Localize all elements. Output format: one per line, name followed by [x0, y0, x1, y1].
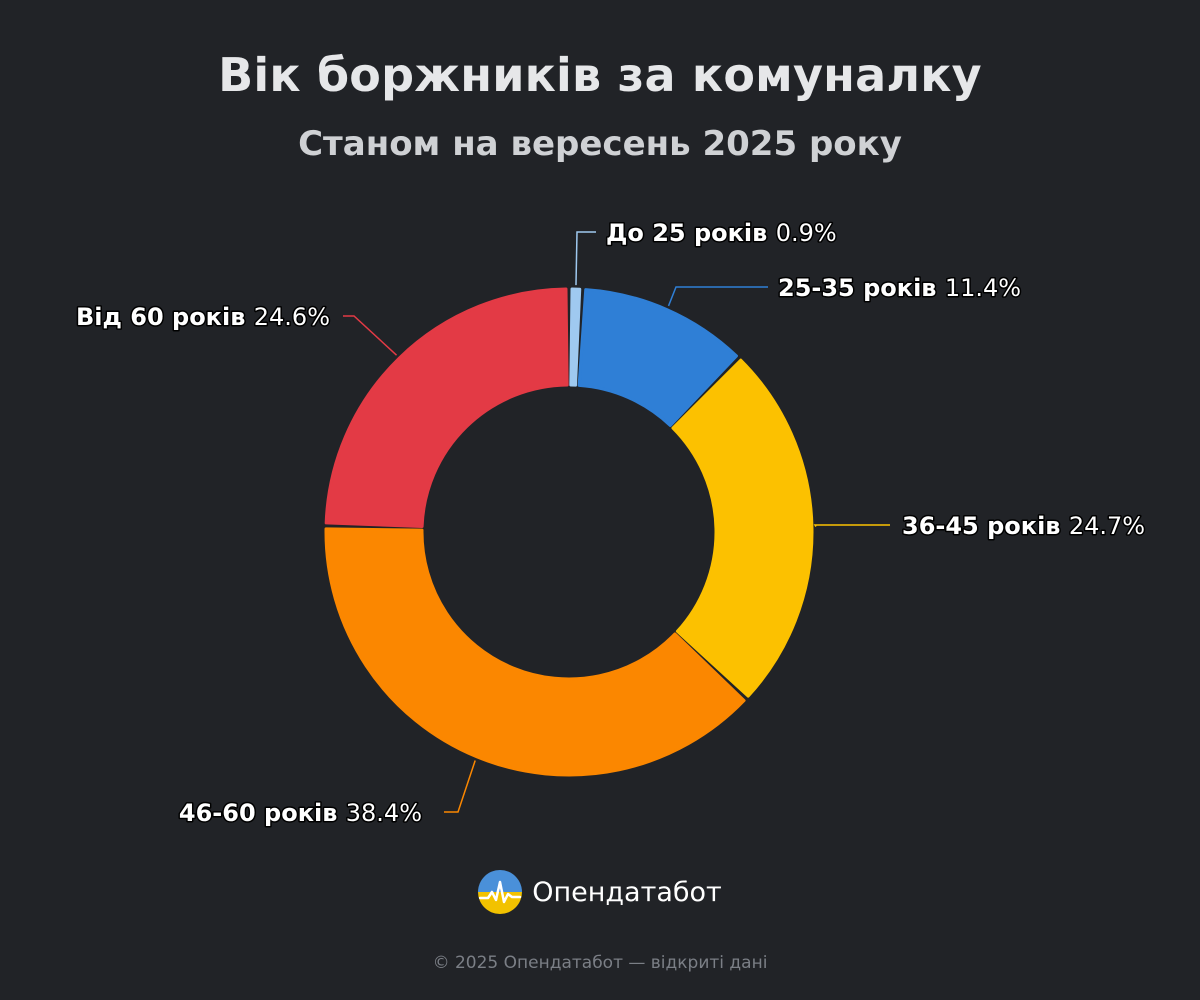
- brand: Опендатабот: [0, 870, 1200, 914]
- slice-label: 36-45 років 24.7%: [902, 512, 1145, 540]
- slice-label: Від 60 років 24.6%: [76, 303, 330, 331]
- chart-subtitle: Станом на вересень 2025 року: [298, 124, 902, 164]
- footer-copyright: © 2025 Опендатабот — відкриті дані: [432, 953, 768, 973]
- leader-line: [667, 286, 768, 307]
- chart-title: Вік боржників за комуналку: [218, 48, 982, 102]
- donut-slice: [577, 288, 738, 427]
- donut-slices: [324, 287, 814, 777]
- slice-label-name: 46-60 років: [179, 799, 346, 827]
- leader-line: [813, 524, 890, 527]
- slice-label: 46-60 років 38.4%: [179, 799, 422, 827]
- slice-label: 25-35 років 11.4%: [778, 274, 1021, 302]
- slice-label-name: Від 60 років: [76, 303, 254, 331]
- leader-line: [444, 760, 476, 813]
- slice-label-value: 0.9%: [776, 219, 837, 247]
- opendatabot-logo-icon: [478, 870, 523, 914]
- slice-label-name: 36-45 років: [902, 512, 1069, 540]
- slice-label-value: 38.4%: [346, 799, 422, 827]
- donut-slice: [324, 287, 569, 528]
- slice-label-value: 24.6%: [254, 303, 330, 331]
- slice-label-name: До 25 років: [606, 219, 776, 247]
- slice-label-name: 25-35 років: [778, 274, 945, 302]
- slice-labels: До 25 років 0.9% 25-35 років 11.4% 36-45 р…: [75, 218, 1147, 829]
- donut-slice: [324, 527, 746, 777]
- slice-label: До 25 років 0.9%: [606, 219, 837, 247]
- leader-line: [575, 231, 596, 286]
- leader-line: [343, 315, 398, 356]
- slice-label-value: 11.4%: [945, 274, 1021, 302]
- donut-slice: [569, 287, 582, 387]
- slice-label-value: 24.7%: [1069, 512, 1145, 540]
- brand-name: Опендатабот: [532, 876, 722, 908]
- label-leader-lines: [343, 231, 890, 813]
- donut-slice: [671, 358, 814, 698]
